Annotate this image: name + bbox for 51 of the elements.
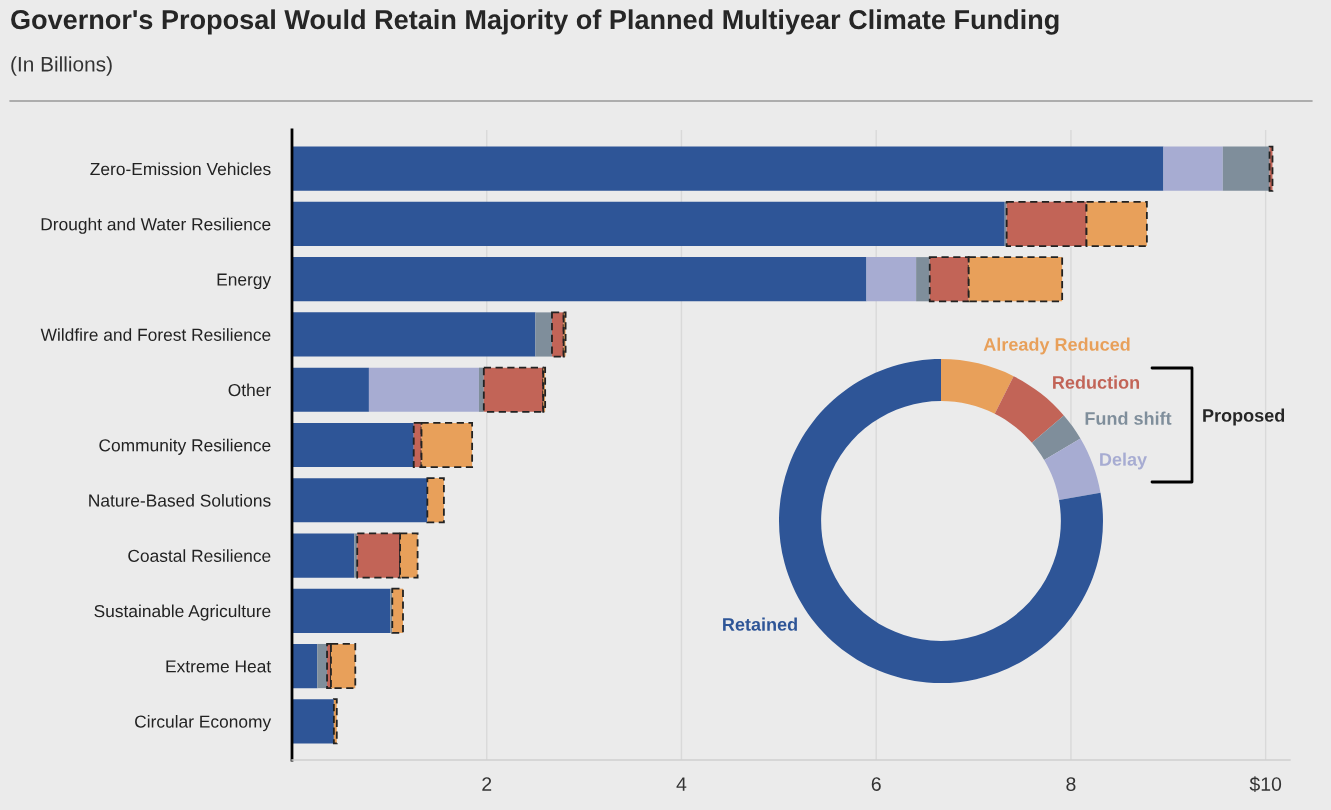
bar xyxy=(482,366,545,413)
x-tick-label: 2 xyxy=(482,777,492,791)
bar xyxy=(368,367,479,412)
y-tick-label: Nature-Based Solutions xyxy=(89,493,271,507)
y-tick-label: Circular Economy xyxy=(135,715,272,732)
chart-title: Governor's Proposal Would Retain Majority of Planned Multiyear Climate Funding xyxy=(11,9,1059,35)
text: (In Billions) xyxy=(11,56,112,76)
slice-label: Retained xyxy=(723,617,797,631)
y-tick-label: Other xyxy=(228,383,271,397)
bar xyxy=(292,478,428,523)
bar xyxy=(330,643,357,690)
bar xyxy=(292,588,391,633)
bar xyxy=(1163,146,1223,191)
y-tick-label: Coastal Resilience xyxy=(128,549,271,562)
y-tick-label: Drought and Water Resilience xyxy=(41,217,271,234)
donut-slice xyxy=(941,359,1014,414)
y-tick-label: Sustainable Agriculture xyxy=(94,604,271,621)
x-tick-label: 6 xyxy=(871,777,881,791)
bar xyxy=(292,533,355,578)
bar xyxy=(551,311,565,358)
x-tick-label: 8 xyxy=(1066,777,1076,791)
bar xyxy=(1222,146,1270,191)
bar xyxy=(426,477,445,524)
y-tick-label: Community Resilience xyxy=(99,438,271,455)
y-tick-label: Zero-Emission Vehicles xyxy=(90,162,271,176)
bar xyxy=(292,422,414,468)
bar xyxy=(292,699,334,744)
bar xyxy=(391,587,404,634)
slice-label: Fund shift xyxy=(1085,411,1172,425)
slice-label: Reduction xyxy=(1053,375,1140,389)
bar xyxy=(535,312,552,357)
bar xyxy=(916,257,930,302)
y-tick-label: Extreme Heat xyxy=(166,660,272,673)
bar xyxy=(292,146,1164,191)
slice-label: Delay xyxy=(1100,452,1147,470)
bar xyxy=(317,643,328,689)
donut-slice xyxy=(1044,438,1101,501)
bar xyxy=(292,367,369,412)
bar xyxy=(292,312,536,357)
donut-slice xyxy=(1031,415,1081,460)
bar xyxy=(332,698,338,745)
slice-label: Already Reduced xyxy=(983,337,1130,355)
bar xyxy=(292,201,1005,247)
bar xyxy=(292,643,318,689)
bar xyxy=(866,257,917,302)
bar xyxy=(292,257,867,302)
y-tick-label: Energy xyxy=(217,273,272,290)
y-tick-label: Wildfire and Forest Resilience xyxy=(40,328,271,341)
x-tick-label: $10 xyxy=(1249,776,1282,793)
x-tick-label: 4 xyxy=(676,777,687,791)
annotation: Proposed xyxy=(1203,408,1285,426)
